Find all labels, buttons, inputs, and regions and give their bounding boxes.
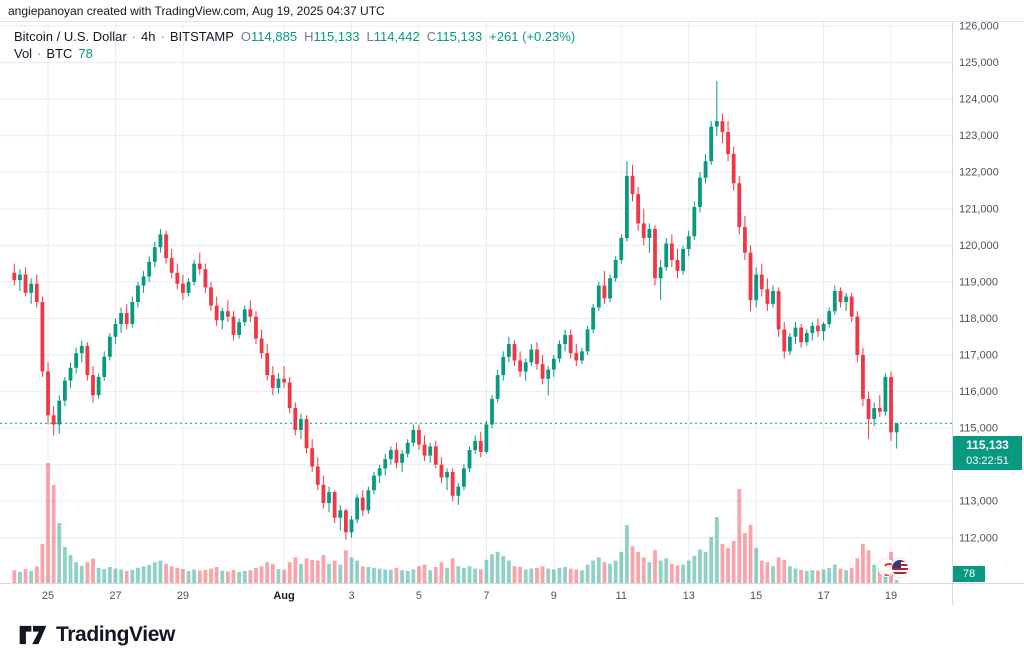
svg-text:7: 7 bbox=[483, 590, 489, 602]
svg-text:15: 15 bbox=[750, 590, 762, 602]
price-chart[interactable]: 112,000113,000114,000115,000116,000117,0… bbox=[0, 22, 1024, 605]
svg-text:126,000: 126,000 bbox=[959, 22, 999, 33]
close-value: 115,133 bbox=[436, 29, 483, 44]
low-value: 114,442 bbox=[373, 29, 420, 44]
volume-bars bbox=[12, 463, 899, 583]
event-icons[interactable] bbox=[878, 559, 909, 577]
tradingview-wordmark: TradingView bbox=[56, 623, 175, 646]
grid-lines bbox=[0, 22, 952, 583]
svg-text:9: 9 bbox=[551, 590, 557, 602]
svg-text:17: 17 bbox=[817, 590, 829, 602]
volume-unit: BTC bbox=[46, 46, 73, 61]
exchange-label[interactable]: BITSTAMP bbox=[169, 29, 234, 44]
symbol-legend-row[interactable]: Bitcoin / U.S. Dollar · 4h · BITSTAMP O … bbox=[14, 28, 575, 45]
bar-countdown-timer: 03:22:51 bbox=[966, 455, 1009, 468]
legend-separator: · bbox=[131, 29, 137, 44]
footer-bar: TradingView bbox=[0, 605, 1024, 665]
open-value: 114,885 bbox=[251, 29, 298, 44]
svg-text:125,000: 125,000 bbox=[959, 57, 999, 69]
current-volume-badge: 78 bbox=[953, 566, 985, 582]
attribution-text: angiepanoyan created with TradingView.co… bbox=[8, 3, 385, 18]
svg-text:25: 25 bbox=[42, 590, 54, 602]
volume-legend-row[interactable]: Vol · BTC 78 bbox=[14, 45, 575, 62]
svg-text:119,000: 119,000 bbox=[959, 276, 998, 288]
us-flag-event-icon[interactable] bbox=[891, 559, 909, 577]
svg-text:13: 13 bbox=[683, 590, 695, 602]
svg-text:29: 29 bbox=[177, 590, 189, 602]
tradingview-logo[interactable]: TradingView bbox=[18, 622, 175, 648]
svg-text:Aug: Aug bbox=[273, 590, 294, 602]
svg-text:3: 3 bbox=[348, 590, 354, 602]
high-value: 115,133 bbox=[313, 29, 360, 44]
svg-text:112,000: 112,000 bbox=[959, 532, 998, 544]
legend-separator: · bbox=[37, 46, 42, 61]
svg-text:124,000: 124,000 bbox=[959, 94, 999, 106]
volume-value: 78 bbox=[78, 46, 93, 61]
svg-text:118,000: 118,000 bbox=[959, 313, 998, 325]
chart-legend: Bitcoin / U.S. Dollar · 4h · BITSTAMP O … bbox=[14, 28, 575, 62]
svg-text:121,000: 121,000 bbox=[959, 203, 999, 215]
svg-text:122,000: 122,000 bbox=[959, 167, 999, 179]
price-axis-labels[interactable]: 112,000113,000114,000115,000116,000117,0… bbox=[959, 22, 999, 544]
low-letter: L bbox=[366, 29, 374, 44]
svg-text:5: 5 bbox=[416, 590, 422, 602]
tradingview-logo-icon bbox=[19, 625, 47, 645]
svg-text:19: 19 bbox=[885, 590, 897, 602]
high-letter: H bbox=[304, 29, 314, 44]
chart-container: 112,000113,000114,000115,000116,000117,0… bbox=[0, 22, 1024, 605]
svg-text:113,000: 113,000 bbox=[959, 496, 998, 508]
svg-text:123,000: 123,000 bbox=[959, 130, 999, 142]
candlesticks bbox=[12, 80, 899, 540]
legend-separator: · bbox=[160, 29, 165, 44]
current-price-value: 115,133 bbox=[966, 438, 1009, 453]
current-price-badge[interactable]: 115,133 03:22:51 bbox=[953, 436, 1022, 471]
attribution-bar: angiepanoyan created with TradingView.co… bbox=[0, 0, 1024, 22]
interval-label[interactable]: 4h bbox=[141, 29, 156, 44]
svg-text:115,000: 115,000 bbox=[959, 423, 998, 435]
volume-label[interactable]: Vol bbox=[14, 46, 33, 61]
svg-text:11: 11 bbox=[616, 590, 627, 602]
change-value: +261 (+0.23%) bbox=[489, 29, 576, 44]
axis-separators bbox=[0, 22, 1024, 605]
svg-text:116,000: 116,000 bbox=[959, 386, 998, 398]
svg-text:120,000: 120,000 bbox=[959, 240, 999, 252]
close-letter: C bbox=[426, 29, 437, 44]
symbol-name[interactable]: Bitcoin / U.S. Dollar bbox=[14, 29, 127, 44]
time-axis-labels[interactable]: 25 27 29 Aug 3 5 7 9 11 13 15 17 19 bbox=[42, 590, 897, 602]
svg-text:27: 27 bbox=[109, 590, 121, 602]
svg-text:117,000: 117,000 bbox=[959, 350, 998, 362]
open-letter: O bbox=[240, 29, 252, 44]
